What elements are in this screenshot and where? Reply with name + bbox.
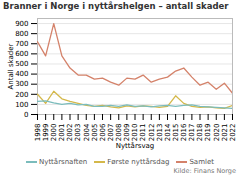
svg-text:2003: 2003 [74, 124, 82, 142]
svg-text:600: 600 [15, 50, 28, 58]
svg-text:2014: 2014 [164, 123, 172, 141]
svg-text:2010: 2010 [131, 124, 139, 142]
svg-text:Antall skader: Antall skader [7, 43, 15, 89]
svg-text:2006: 2006 [99, 123, 107, 141]
svg-text:2000: 2000 [50, 124, 58, 142]
svg-text:1998: 1998 [34, 124, 42, 142]
svg-text:0: 0 [24, 111, 28, 119]
svg-text:2007: 2007 [107, 124, 115, 142]
svg-text:2015: 2015 [172, 124, 180, 142]
html-text:Branner i Norge i nyttårshelge: Branner i Norge i nyttårshelgen – antall… [3, 1, 229, 11]
svg-text:200: 200 [15, 91, 28, 99]
svg-text:Nyttårsvag: Nyttårsvag [116, 141, 155, 150]
svg-text:2002: 2002 [66, 124, 74, 142]
svg-text:2018: 2018 [196, 124, 204, 142]
svg-text:2013: 2013 [156, 124, 164, 142]
svg-text:2001: 2001 [58, 124, 66, 142]
svg-text:2017: 2017 [188, 124, 196, 142]
svg-text:800: 800 [15, 30, 28, 38]
html-text:Kilde: Finans Norge: Kilde: Finans Norge [173, 167, 236, 175]
svg-text:300: 300 [15, 80, 28, 88]
svg-text:1999: 1999 [42, 124, 50, 142]
svg-text:2005: 2005 [91, 124, 99, 142]
svg-text:2008: 2008 [115, 124, 123, 142]
svg-text:100: 100 [15, 101, 28, 109]
svg-text:2019: 2019 [204, 124, 212, 142]
svg-text:2004: 2004 [82, 123, 90, 141]
svg-text:2020: 2020 [212, 124, 220, 142]
svg-text:2022: 2022 [229, 124, 237, 142]
html-text:Samlet: Samlet [189, 158, 214, 166]
svg-text:900: 900 [15, 20, 28, 28]
svg-text:2012: 2012 [147, 124, 155, 142]
svg-text:2009: 2009 [123, 124, 131, 142]
svg-text:2016: 2016 [180, 123, 188, 141]
svg-text:2011: 2011 [139, 124, 147, 142]
svg-text:700: 700 [15, 40, 28, 48]
svg-text:500: 500 [15, 60, 28, 68]
html-text:Nyttårsnaften: Nyttårsnaften [39, 158, 88, 166]
svg-text:400: 400 [15, 70, 28, 78]
html-text:Første nyttårsdag: Første nyttårsdag [107, 158, 170, 166]
svg-text:2021: 2021 [221, 124, 229, 142]
